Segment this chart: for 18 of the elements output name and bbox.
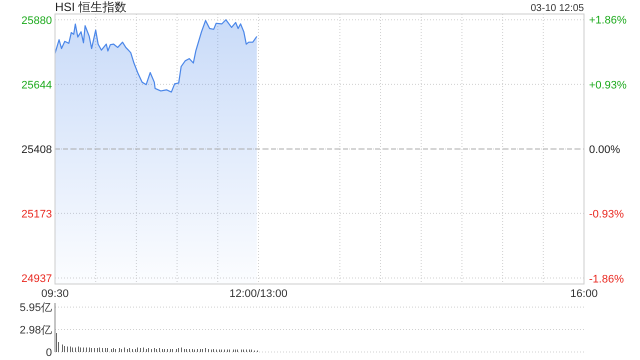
x-tick-label: 12:00/13:00 — [229, 288, 288, 300]
y-tick-label: 25644 — [21, 79, 52, 92]
y-tick-label: 5.95亿 — [20, 302, 52, 314]
y2-tick-label: +0.93% — [589, 79, 627, 92]
chart-subtitle: 03-10 12:05 — [530, 3, 584, 14]
y-tick-label: 25173 — [21, 208, 52, 220]
chart-title: HSI 恒生指数 — [55, 0, 126, 14]
y-tick-label: 0 — [46, 347, 52, 359]
x-tick-label: 09:30 — [41, 288, 69, 300]
y-tick-label: 25880 — [21, 14, 52, 27]
y2-tick-label: -0.93% — [589, 208, 624, 221]
y-tick-label: 25408 — [21, 144, 52, 156]
y-tick-label: 24937 — [21, 272, 52, 285]
y2-tick-label: -1.86% — [589, 273, 624, 286]
y2-tick-label: 0.00% — [589, 144, 620, 156]
y2-tick-label: +1.86% — [589, 14, 627, 27]
y-tick-label: 2.98亿 — [20, 324, 52, 337]
x-tick-label: 16:00 — [570, 288, 598, 300]
